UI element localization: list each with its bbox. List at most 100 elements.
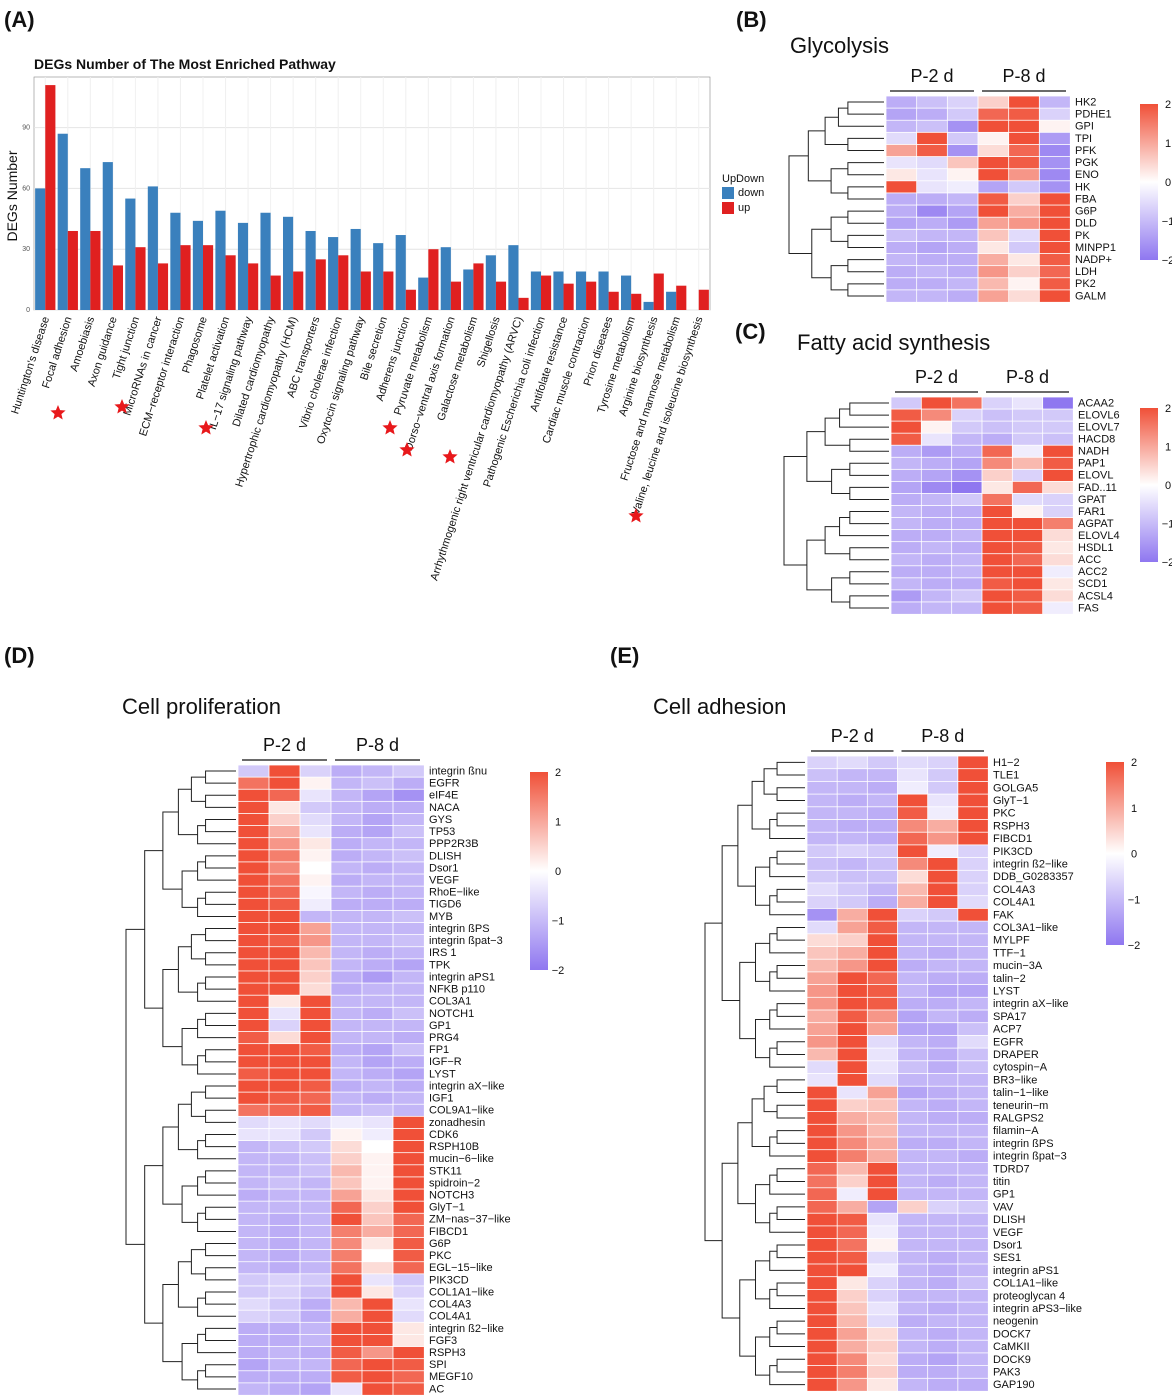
heatmap-cell: [268, 837, 301, 851]
gene-label: ENO: [1075, 169, 1099, 181]
bar-down: [620, 275, 632, 310]
heatmap-cell: [885, 107, 918, 121]
heatmap-cell: [927, 882, 959, 897]
bar-down: [35, 188, 46, 310]
heatmap-cell: [1042, 432, 1074, 446]
dendrogram-branch: [205, 1206, 236, 1220]
bar-down: [237, 222, 249, 310]
dendrogram-branch: [197, 1212, 236, 1232]
y-tick-label: 30: [22, 246, 30, 253]
heatmap-cell: [981, 601, 1014, 615]
heatmap-cell: [957, 1162, 989, 1176]
heatmap-cell: [299, 1261, 332, 1275]
heatmap-cell: [330, 1334, 363, 1348]
heatmap-cell: [927, 971, 959, 986]
heatmap-cell: [836, 1377, 869, 1392]
heatmap-cell: [836, 793, 869, 808]
heatmap-cell: [330, 1006, 363, 1021]
legend-swatch-up: [722, 202, 734, 214]
heatmap-cell: [392, 800, 425, 815]
heatmap-cell: [981, 468, 1014, 483]
heatmap-cell: [330, 1370, 363, 1384]
dendrogram-branch: [205, 1364, 236, 1378]
heatmap-cell: [806, 1377, 838, 1392]
y-tick-label: 60: [22, 185, 30, 192]
heatmap-cell: [866, 1073, 899, 1087]
heatmap-cell: [361, 800, 394, 815]
heatmap-cell: [361, 1115, 394, 1130]
heatmap-cell: [1011, 493, 1044, 507]
heatmap-cell: [957, 984, 989, 998]
heatmap-cell: [1008, 180, 1041, 194]
heatmap-cell: [237, 1200, 270, 1214]
gene-label: G6P: [1075, 206, 1097, 218]
heatmap-cell: [890, 468, 923, 483]
heatmap-cell: [806, 869, 838, 884]
dendrogram-branch: [197, 1333, 236, 1354]
heatmap-cell: [836, 1123, 869, 1138]
heatmap-cell: [237, 909, 270, 924]
heatmap-cell: [806, 806, 838, 821]
gene-label: PRG4: [429, 1032, 459, 1044]
dendrogram-branch: [162, 811, 183, 890]
heatmap-cell: [806, 920, 838, 935]
gene-label: COL3A1−like: [993, 922, 1058, 934]
heatmap-cell: [957, 768, 989, 783]
heatmap-cell: [951, 589, 983, 603]
heatmap-cell: [977, 192, 1010, 206]
heatmap-cell: [806, 1352, 838, 1367]
heatmap-cell: [897, 1263, 929, 1278]
heatmap-cell: [299, 1019, 332, 1033]
heatmap-cell: [897, 1035, 929, 1049]
bar-up: [180, 245, 191, 310]
dendrogram-branch: [162, 1126, 183, 1205]
heatmap-cell: [957, 1314, 989, 1329]
dendrogram-branch: [776, 850, 805, 865]
gene-label: ZM−nas−37−like: [429, 1214, 511, 1226]
heatmap-cell: [268, 897, 301, 912]
heatmap-cell: [897, 1060, 929, 1075]
gene-label: CDK6: [429, 1129, 458, 1141]
gene-label: mucin−3A: [993, 960, 1043, 972]
heatmap-cell: [299, 800, 332, 815]
heatmap-cell: [981, 420, 1014, 434]
heatmap-cell: [392, 1249, 425, 1263]
heatmap-cell: [1038, 228, 1071, 243]
heatmap-cell: [392, 1055, 425, 1069]
heatmap-cell: [237, 1140, 270, 1154]
heatmap-cell: [836, 806, 869, 821]
heatmap-cell: [268, 1152, 301, 1166]
dendrogram-branch: [751, 780, 770, 830]
heatmap-cell: [392, 909, 425, 924]
heatmap-cell: [927, 857, 959, 871]
heatmap-cell: [1008, 241, 1041, 255]
heatmap-cell: [268, 1334, 301, 1348]
panel-e: (E) Cell adhesion H1−2TLE1GOLGA5GlyT−1PK…: [610, 643, 1140, 1392]
heatmap-cell: [330, 788, 363, 803]
heatmap-cell: [977, 253, 1010, 267]
heatmap-cell: [977, 241, 1010, 255]
heatmap-cell: [330, 1321, 363, 1336]
bar-down: [57, 133, 68, 310]
heatmap-cell: [866, 1365, 899, 1379]
heatmap-cell: [268, 1285, 301, 1299]
heatmap-cell: [361, 1103, 394, 1118]
heatmap-cell: [268, 1212, 301, 1227]
heatmap-cell: [806, 1060, 838, 1075]
heatmap-cell: [836, 1263, 869, 1278]
gene-label: LYST: [429, 1068, 456, 1080]
significance-star-icon: [628, 508, 644, 523]
heatmap-cell: [1011, 601, 1044, 615]
heatmap-cell: [268, 1103, 301, 1118]
bar-down: [373, 243, 384, 310]
gene-label: PGK: [1075, 157, 1099, 169]
heatmap-cell: [866, 1136, 899, 1151]
heatmap-cell: [1042, 529, 1074, 543]
heatmap-cell: [946, 253, 979, 267]
heatmap-cell: [1008, 228, 1041, 243]
heatmap-cell: [927, 1098, 959, 1113]
heatmap-cell: [268, 825, 301, 839]
heatmap-cell: [897, 933, 929, 948]
dendrogram-branch: [197, 1176, 236, 1196]
legend-label-up: up: [738, 202, 750, 214]
